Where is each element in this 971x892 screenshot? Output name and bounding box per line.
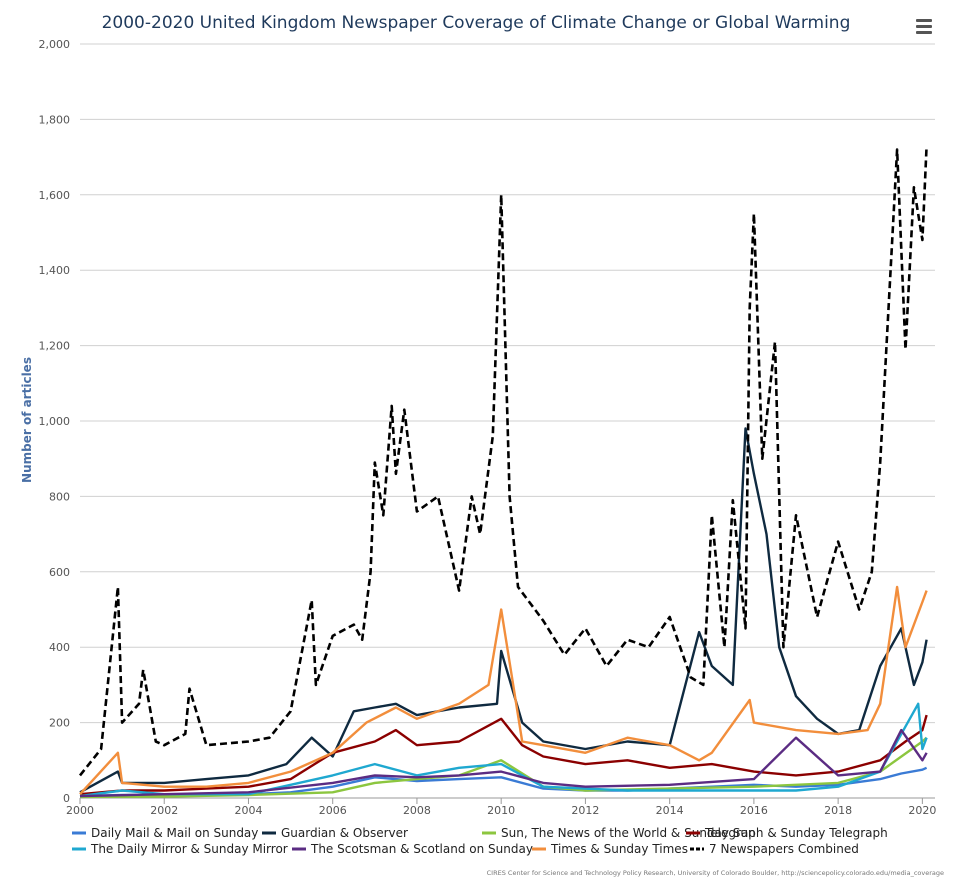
menu-bar-icon xyxy=(916,19,932,22)
series-line[interactable] xyxy=(79,714,928,796)
x-tick-label: 2012 xyxy=(571,804,599,817)
x-tick-label: 2014 xyxy=(656,804,684,817)
y-tick-label: 800 xyxy=(49,490,70,503)
menu-bar-icon xyxy=(916,31,932,34)
legend-label: Daily Mail & Mail on Sunday xyxy=(91,826,258,840)
x-tick-label: 2018 xyxy=(824,804,852,817)
series-line[interactable] xyxy=(78,145,928,777)
series-line[interactable] xyxy=(79,585,928,796)
x-tick-label: 2002 xyxy=(150,804,178,817)
legend-label: 7 Newspapers Combined xyxy=(709,842,859,856)
legend-label: The Scotsman & Scotland on Sunday xyxy=(310,842,533,856)
legend: Daily Mail & Mail on Sunday Guardian & Ob… xyxy=(72,826,888,856)
y-axis-ticks: 0 200 400 600 800 1,000 1,200 1,400 1,600 1,800 2,… xyxy=(39,38,71,805)
x-tick-label: 2006 xyxy=(319,804,347,817)
legend-item[interactable]: Guardian & Observer xyxy=(262,826,408,840)
series-line[interactable] xyxy=(79,427,928,794)
menu-bar-icon xyxy=(916,25,932,28)
legend-item[interactable]: Sun, The News of the World & Sunday Sun xyxy=(482,826,756,840)
y-tick-label: 200 xyxy=(49,717,70,730)
legend-label: The Daily Mirror & Sunday Mirror xyxy=(90,842,288,856)
y-tick-label: 1,600 xyxy=(39,189,71,202)
y-tick-label: 1,000 xyxy=(39,415,71,428)
x-tick-label: 2010 xyxy=(487,804,515,817)
x-tick-label: 2008 xyxy=(403,804,431,817)
legend-item[interactable]: The Daily Mirror & Sunday Mirror xyxy=(72,842,288,856)
series-line[interactable] xyxy=(79,728,928,798)
legend-item[interactable]: 7 Newspapers Combined xyxy=(690,842,859,856)
legend-item[interactable]: Telegraph & Sunday Telegraph xyxy=(686,826,888,840)
series-lines xyxy=(78,145,928,799)
y-axis-label: Number of articles xyxy=(20,357,34,483)
x-axis-ticks: 2000 2002 2004 2006 2008 2010 2012 2014 2016 2018… xyxy=(66,798,936,817)
x-tick-label: 2020 xyxy=(908,804,936,817)
series-line[interactable] xyxy=(79,702,928,798)
y-tick-label: 1,400 xyxy=(39,264,71,277)
y-tick-label: 1,800 xyxy=(39,113,71,126)
y-tick-label: 2,000 xyxy=(39,38,71,51)
legend-item[interactable]: Daily Mail & Mail on Sunday xyxy=(72,826,258,840)
legend-item[interactable]: The Scotsman & Scotland on Sunday xyxy=(292,842,533,856)
legend-label: Sun, The News of the World & Sunday Sun xyxy=(501,826,756,840)
y-tick-label: 600 xyxy=(49,566,70,579)
legend-label: Guardian & Observer xyxy=(281,826,408,840)
x-tick-label: 2000 xyxy=(66,804,94,817)
legend-label: Telegraph & Sunday Telegraph xyxy=(704,826,888,840)
y-tick-label: 400 xyxy=(49,641,70,654)
x-tick-label: 2004 xyxy=(234,804,262,817)
legend-item[interactable]: Times & Sunday Times xyxy=(532,842,688,856)
hamburger-menu-icon[interactable] xyxy=(910,12,938,38)
credit-text: CIRES Center for Science and Technology … xyxy=(487,869,944,877)
y-tick-label: 0 xyxy=(63,792,70,805)
chart-title: 2000-2020 United Kingdom Newspaper Cover… xyxy=(102,13,851,33)
y-tick-label: 1,200 xyxy=(39,340,71,353)
legend-label: Times & Sunday Times xyxy=(550,842,688,856)
series-line[interactable] xyxy=(79,736,928,799)
x-tick-label: 2016 xyxy=(740,804,768,817)
